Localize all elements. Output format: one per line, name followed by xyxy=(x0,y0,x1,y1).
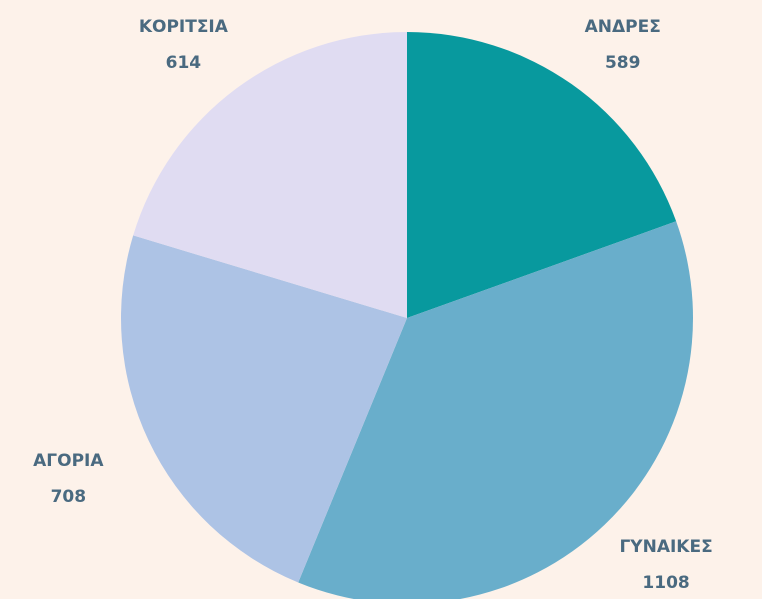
slice-label: ΑΝΔΡΕΣ xyxy=(585,17,661,37)
slice-value: 708 xyxy=(51,487,87,507)
pie-slice xyxy=(407,32,677,318)
slice-label: ΓΥΝΑΙΚΕΣ xyxy=(619,537,712,557)
slice-label: ΑΓΟΡΙΑ xyxy=(33,451,104,471)
pie-slice xyxy=(120,235,407,583)
slice-value: 589 xyxy=(605,53,641,73)
slice-label: ΚΟΡΙΤΣΙΑ xyxy=(139,17,229,37)
pie-slice xyxy=(133,32,408,318)
pie-slice xyxy=(298,221,693,599)
slice-value: 614 xyxy=(166,53,202,73)
slice-value: 1108 xyxy=(642,573,689,593)
